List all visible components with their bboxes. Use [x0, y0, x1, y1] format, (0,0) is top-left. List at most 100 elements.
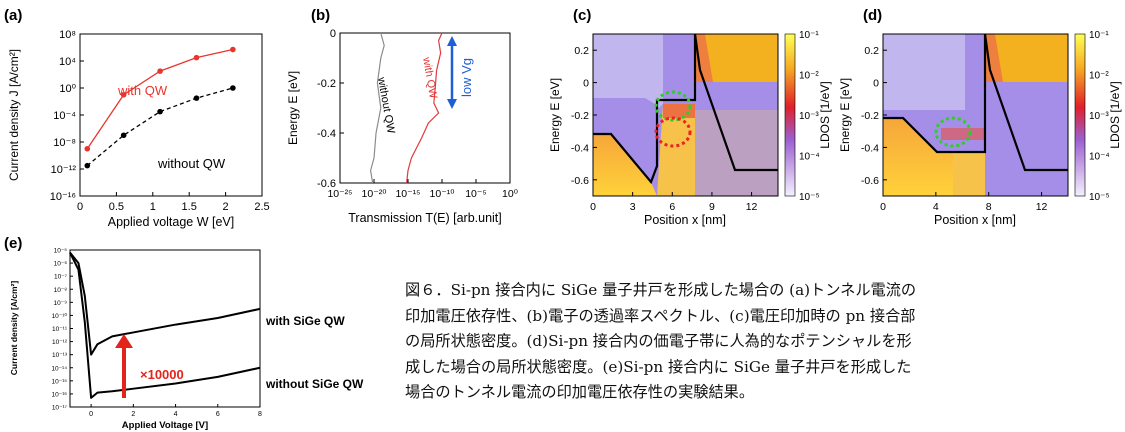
- panel-e-legend-with-text: with SiGe QW: [265, 314, 345, 328]
- panel-a-series-line: [86, 87, 234, 167]
- panel-c-y-label: Energy E [eV]: [548, 78, 562, 152]
- panel-e-x-tick-label: 2: [131, 411, 135, 418]
- panel-d-colorbar-tick-label: 10⁻²: [1089, 71, 1109, 82]
- panel-c-red-circle: [654, 116, 692, 148]
- panel-c-y-tick-label: 0: [583, 78, 589, 90]
- caption-line-5: 場合のトンネル電流の印加電圧依存性の実験結果。: [405, 383, 755, 401]
- panel-e-y-label: Current density [A/cm²]: [9, 281, 19, 376]
- panel-e-x-tick-label: 6: [216, 411, 220, 418]
- panel-b-series-line: [369, 32, 385, 184]
- panel-a-data-point: [230, 46, 236, 53]
- panel-a-data-point: [157, 108, 163, 115]
- panel-c-band-profile: [593, 34, 697, 185]
- panel-d-y-label: Energy E [eV]: [838, 78, 852, 152]
- panel-c-colorbar-tick-label: 10⁻⁴: [799, 152, 820, 163]
- panel-a-frame: [79, 33, 263, 197]
- panel-b-label: (b): [311, 7, 330, 24]
- panel-e-y-tick-label: 10⁻¹⁰: [52, 312, 68, 320]
- panel-a-x-tick-label: 1: [150, 201, 156, 213]
- panel-b-y-tick-label: -0.6: [317, 178, 336, 190]
- panel-a-y-tick-label: 10⁻⁴: [53, 110, 76, 122]
- panel-d-x-tick-label: 12: [1036, 201, 1048, 213]
- panel-b-y-tick-label: -0.4: [317, 128, 336, 140]
- panel-e-series: [69, 251, 261, 399]
- panel-e-y-ticks: 10⁻⁵ 10⁻⁶ 10⁻⁷ 10⁻⁸ 10⁻⁹ 10⁻¹⁰ 10⁻¹¹ 10⁻¹² 10⁻¹³…: [51, 248, 73, 412]
- panel-e-legend-without: without SiGe QW: [265, 377, 364, 391]
- panel-c-x-tick-label: 3: [630, 201, 636, 213]
- panel-d-band-profile: [883, 34, 987, 154]
- panel-a-x-label: Applied voltage W [eV]: [108, 215, 234, 229]
- panel-a-data-point: [120, 132, 127, 139]
- panel-a-x-tick-label: 0: [77, 201, 83, 213]
- panel-a-x-tick-label: 2: [223, 201, 229, 213]
- panel-b-legend-without-qw: without QW: [375, 75, 397, 135]
- panel-e-legend-with: with SiGe QW: [265, 314, 345, 328]
- panel-b-x-tick-label: 10⁻⁵: [465, 188, 487, 200]
- panel-a-y-tick-label: 10⁰: [59, 83, 76, 95]
- caption-line-2: 印加電圧依存性、(b)電子の透過率スペクトル、(c)電圧印加時の pn 接合部: [405, 306, 916, 325]
- panel-c-green-circle: [654, 90, 692, 122]
- panel-b-series-line: [406, 32, 443, 184]
- panel-e-y-tick-label: 10⁻¹²: [52, 339, 68, 346]
- panel-d-band-profile-2: [983, 33, 1068, 172]
- panel-e-label: (e): [4, 235, 22, 252]
- panel-c-x-tick-label: 6: [669, 201, 675, 213]
- panel-a-y-tick-label: 10⁻¹⁶: [50, 191, 76, 203]
- panel-d-colorbar-tick-label: 10⁻⁵: [1089, 192, 1110, 203]
- panel-e-series-line: [69, 252, 261, 399]
- panel-d-x-tick-label: 8: [986, 201, 992, 213]
- panel-d-y-tick-label: -0.2: [861, 110, 879, 122]
- panel-a-legend-without-qw: without QW: [157, 156, 226, 171]
- panel-b: (b) 0-0.2-0.4-0.6 10⁻²⁵ 10⁻²⁰ 10⁻¹⁵ 10⁻¹⁰ 10…: [286, 7, 519, 225]
- panel-e: (e) 10⁻⁵10⁻⁶10⁻⁷10⁻⁸10⁻⁹10⁻¹⁰10⁻¹¹10⁻¹²1…: [4, 235, 364, 431]
- panel-e-y-tick-label: 10⁻⁸: [54, 287, 68, 294]
- panel-a-y-label: Current density J [A/cm²]: [7, 49, 21, 181]
- panel-d-y-ticks: 0.2 0 -0.2 -0.4 -0.6: [861, 45, 887, 187]
- panel-a-series-line: [86, 48, 234, 150]
- panel-a-x-tick-label: 0.5: [109, 201, 124, 213]
- panel-c-label: (c): [573, 7, 591, 24]
- panel-d-x-tick-label: 4: [933, 201, 939, 213]
- panel-d-green-circle: [934, 116, 972, 148]
- panel-a-legend-with-qw: with QW: [117, 83, 168, 98]
- panel-a-data-point: [193, 54, 200, 61]
- panel-b-x-tick-label: 10⁻²⁰: [362, 188, 388, 200]
- caption-line-1: 図６．Si-pn 接合内に SiGe 量子井戸を形成した場合の (a)トンネル電…: [405, 281, 917, 299]
- panel-b-x-tick-label: 10⁻¹⁰: [430, 188, 456, 200]
- panel-d-x-tick-label: 0: [880, 201, 886, 213]
- panel-e-frame: [69, 249, 261, 408]
- panel-d-colorbar-tick-label: 10⁻¹: [1089, 30, 1109, 41]
- panel-b-annotation-low-vg: low Vg: [459, 58, 474, 97]
- panel-b-frame: [339, 32, 511, 184]
- panel-a-data-point: [230, 85, 236, 91]
- panel-a-data-point: [84, 145, 91, 152]
- panel-a-x-ticks: 0 0.5 1 1.5 2 2.5: [77, 192, 270, 213]
- panel-d-label: (d): [863, 7, 882, 24]
- panel-c-y-tick-label: -0.4: [571, 142, 589, 154]
- panel-c-colorbar-tick-label: 10⁻⁵: [799, 192, 820, 203]
- panel-c-x-label: Position x [nm]: [644, 213, 726, 227]
- panel-a-x-tick-label: 2.5: [254, 201, 269, 213]
- panel-b-x-tick-label: 10⁻¹⁵: [395, 188, 420, 200]
- panel-e-y-tick-label: 10⁻¹⁵: [51, 378, 67, 385]
- panel-e-x-tick-label: 8: [258, 411, 262, 418]
- panel-d-colorbar-ticks: 10⁻¹ 10⁻² 10⁻³ 10⁻⁴ 10⁻⁵: [1089, 30, 1110, 203]
- panel-e-arrow-head: [115, 334, 133, 348]
- panel-e-y-tick-label: 10⁻⁵: [54, 248, 68, 255]
- panel-c-colorbar-tick-label: 10⁻³: [799, 111, 819, 122]
- panel-b-y-ticks: 0 -0.2 -0.4 -0.6: [317, 28, 344, 190]
- panel-b-legend-with-qw: with QW: [420, 55, 439, 100]
- panel-b-arrow-head-up: [447, 36, 457, 46]
- panel-a-y-tick-label: 10⁸: [59, 29, 76, 41]
- panel-e-y-tick-label: 10⁻⁶: [54, 261, 68, 268]
- panel-a-y-tick-label: 10⁴: [59, 56, 76, 68]
- panel-c-y-tick-label: -0.6: [571, 175, 589, 187]
- panel-c-colorbar-tick-label: 10⁻²: [799, 71, 819, 82]
- panel-e-y-tick-label: 10⁻¹¹: [52, 326, 68, 333]
- panel-e-x-label: Applied Voltage [V]: [122, 420, 208, 431]
- panel-c-x-tick-label: 9: [709, 201, 715, 213]
- panel-c-colorbar: [784, 33, 796, 197]
- panel-c-band-profile-2: [693, 33, 778, 172]
- panel-c-y-tick-label: 0.2: [574, 45, 589, 57]
- panel-a: (a) 10⁻¹⁶ 10⁻¹² 10⁻⁸ 10⁻⁴ 10⁰ 10⁴ 10⁸ 0 0.5 1 1.5…: [4, 7, 270, 229]
